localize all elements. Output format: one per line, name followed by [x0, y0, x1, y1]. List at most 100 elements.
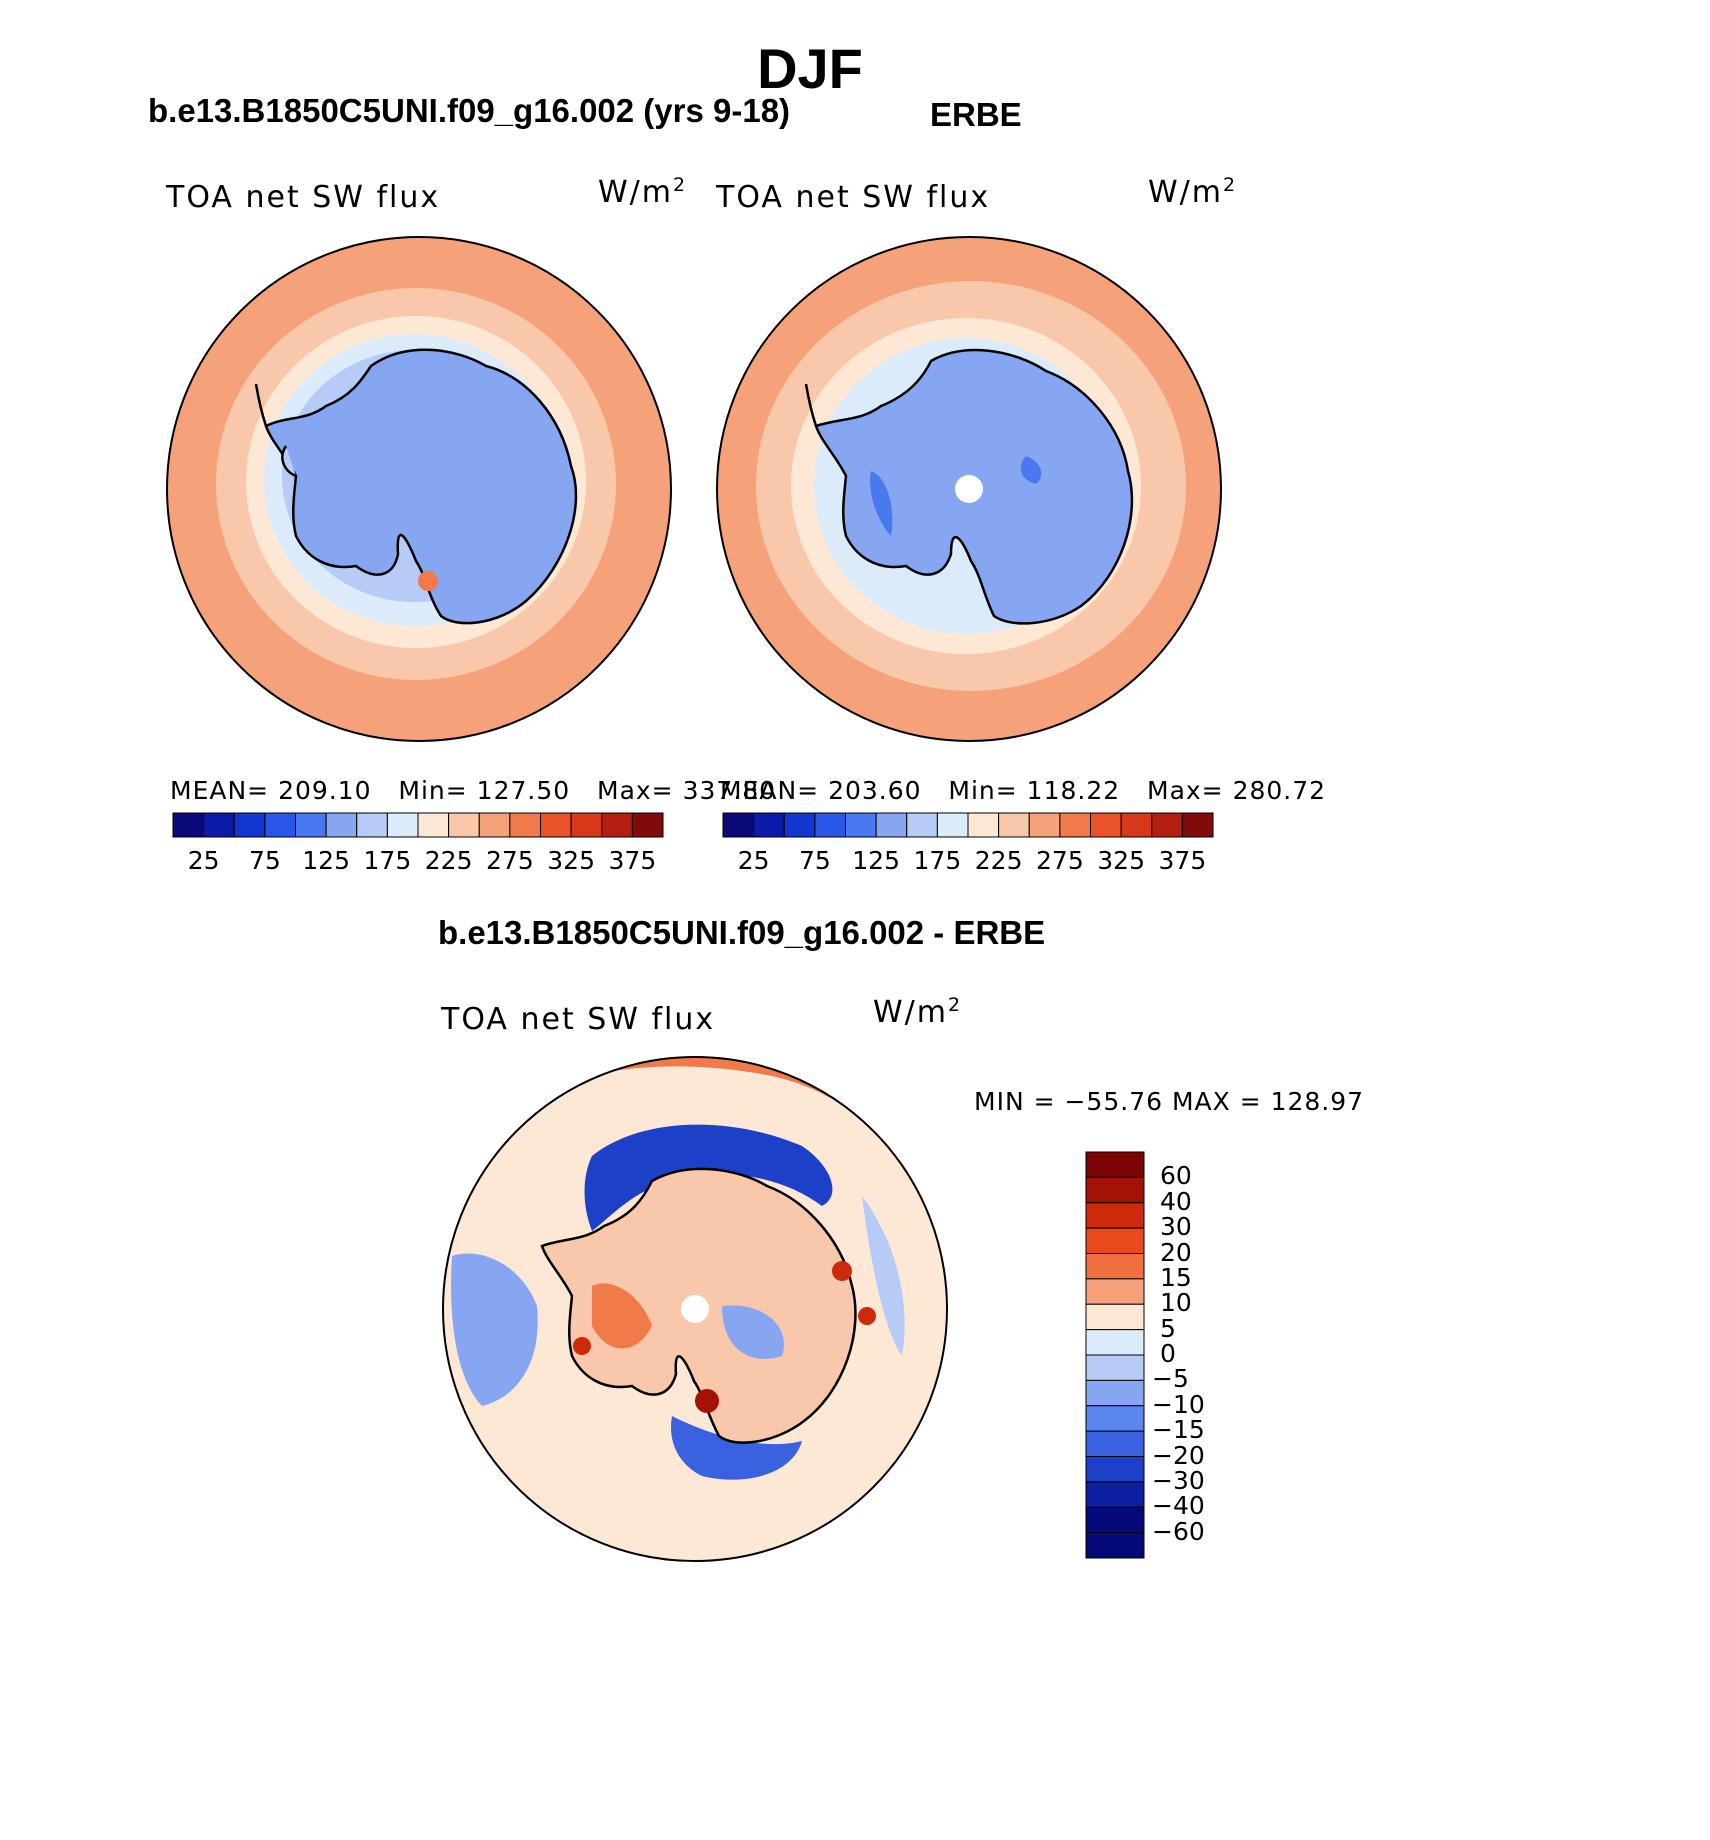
model-colorbar-swatch [233, 812, 266, 838]
diff-colorbar-tick-label: −15 [1152, 1415, 1205, 1445]
diff-cool-east [862, 1196, 905, 1356]
obs-colorbar-tick-label: 225 [974, 846, 1023, 875]
diff-colorbar-swatch [1085, 1151, 1145, 1178]
diff-colorbar-tick-label: −5 [1152, 1364, 1189, 1394]
diff-colorbar-swatch [1085, 1481, 1145, 1508]
diff-colorbar-tick-label: −10 [1152, 1389, 1205, 1419]
diff-colorbar-tick-label: 60 [1160, 1161, 1192, 1191]
model-colorbar-tick-label: 225 [424, 846, 473, 875]
obs-colorbar-tick-label: 125 [852, 846, 900, 875]
model-colorbar-tick-label: 125 [302, 846, 350, 875]
obs-pole-hole [955, 475, 983, 503]
model-colorbar-swatch [172, 812, 205, 838]
obs-case-title: ERBE [930, 96, 1022, 133]
model-colorbar-tick-label: 175 [363, 846, 412, 875]
figure-title: DJF [757, 37, 863, 100]
diff-hotspot-1 [695, 1389, 719, 1413]
obs-colorbar-swatch [814, 812, 846, 838]
diff-colorbar-tick-label: −40 [1152, 1491, 1205, 1521]
obs-colorbar-ticks: 25 75 125 175 225 275 325 375 [723, 846, 1213, 876]
diff-colorbar-tick-label: 15 [1160, 1262, 1192, 1292]
obs-colorbar-swatch [967, 812, 1000, 838]
diff-cool-ring-2 [671, 1416, 802, 1480]
obs-colorbar-swatch [875, 812, 908, 838]
obs-dark-patch-2 [1020, 456, 1042, 484]
model-stats: MEAN= 209.10 Min= 127.50 Max= 337.80 [170, 776, 777, 805]
obs-colorbar-swatch [936, 812, 969, 838]
obs-colorbar-swatch [998, 812, 1030, 838]
obs-stats: MEAN= 203.60 Min= 118.22 Max= 280.72 [720, 776, 1327, 805]
model-colorbar-swatch [264, 812, 296, 838]
diff-colorbar-tick-label: −30 [1152, 1465, 1205, 1495]
diff-minmax: MIN = −55.76 MAX = 128.97 [974, 1087, 1365, 1116]
diff-variable-label: TOA net SW flux [441, 1002, 716, 1037]
model-colorbar-swatch [325, 812, 358, 838]
model-case-title: b.e13.B1850C5UNI.f09_g16.002 (yrs 9-18) [148, 92, 791, 129]
diff-colorbar-swatch [1085, 1202, 1145, 1229]
diff-polar-map [442, 1056, 948, 1562]
model-colorbar [172, 812, 664, 838]
model-colorbar-tick-label: 325 [547, 846, 595, 875]
obs-colorbar-swatch [1059, 812, 1091, 838]
diff-colorbar-swatch [1085, 1405, 1145, 1432]
model-colorbar-tick-label: 75 [248, 846, 281, 875]
model-colorbar-swatch [509, 812, 541, 838]
model-ocean-patch [418, 571, 438, 591]
obs-colorbar-swatch [1151, 812, 1183, 838]
diff-colorbar-swatch [1085, 1278, 1145, 1305]
diff-colorbar-tick-label: −60 [1152, 1516, 1205, 1546]
diff-colorbar-tick-label: 30 [1160, 1212, 1192, 1242]
model-polar-map [166, 236, 672, 742]
obs-peninsula [804, 383, 818, 427]
obs-colorbar-swatch [1181, 812, 1214, 838]
diff-colorbar-tick-label: −20 [1152, 1440, 1205, 1470]
diff-colorbar-swatch [1085, 1303, 1145, 1331]
model-colorbar-swatch [295, 812, 327, 838]
obs-colorbar-swatch [722, 812, 755, 838]
model-colorbar-tick-label: 275 [486, 846, 534, 875]
obs-colorbar-tick-label: 175 [913, 846, 962, 875]
diff-pole-hole [681, 1295, 709, 1323]
model-colorbar-swatch [203, 812, 235, 838]
diff-colorbar-swatch [1085, 1379, 1145, 1407]
diff-colorbar-swatch [1085, 1329, 1145, 1356]
diff-colorbar-swatch [1085, 1506, 1145, 1534]
diff-colorbar-swatch [1085, 1430, 1145, 1457]
diff-colorbar-swatch [1085, 1456, 1145, 1483]
diff-interior-warm [592, 1283, 652, 1349]
diff-colorbar-tick-label: 40 [1160, 1186, 1192, 1216]
obs-colorbar-swatch [1120, 812, 1153, 838]
diff-colorbar-ticks: 60 40 30 20 15 10 5 0 −5 −10 −15 −20 −30 −40 −60 [1152, 1152, 1242, 1558]
model-colorbar-swatch [631, 812, 664, 838]
model-colorbar-swatch [478, 812, 511, 838]
diff-colorbar-tick-label: 5 [1160, 1313, 1176, 1343]
model-variable-label: TOA net SW flux [166, 180, 441, 215]
obs-units: W/m2 [1148, 174, 1238, 210]
diff-colorbar-tick-label: 0 [1160, 1339, 1176, 1368]
obs-colorbar-tick-label: 75 [798, 846, 831, 875]
diff-cool-west [451, 1253, 538, 1406]
diff-colorbar-swatch [1085, 1253, 1145, 1280]
model-colorbar-tick-label: 25 [187, 846, 220, 875]
diff-cool-ring [584, 1124, 833, 1231]
model-colorbar-swatch [570, 812, 603, 838]
diff-colorbar-swatch [1085, 1176, 1145, 1204]
diff-colorbar-swatch [1085, 1532, 1145, 1559]
diff-hotspot-3 [858, 1307, 876, 1325]
obs-dark-patch [870, 471, 893, 536]
model-peninsula [254, 383, 297, 478]
model-colorbar-swatch [417, 812, 450, 838]
diff-case-title: b.e13.B1850C5UNI.f09_g16.002 - ERBE [438, 914, 1046, 951]
model-colorbar-tick-label: 375 [608, 846, 657, 875]
model-colorbar-ticks: 25 75 125 175 225 275 325 375 [173, 846, 663, 876]
model-units: W/m2 [598, 174, 688, 210]
model-colorbar-swatch [540, 812, 572, 838]
diff-colorbar-tick-label: 10 [1160, 1288, 1192, 1318]
obs-polar-map [716, 236, 1222, 742]
model-colorbar-swatch [386, 812, 419, 838]
diff-hotspot-4 [573, 1337, 591, 1355]
obs-colorbar-swatch [1090, 812, 1122, 838]
obs-colorbar-tick-label: 325 [1097, 846, 1145, 875]
model-colorbar-swatch [356, 812, 388, 838]
obs-colorbar-swatch [906, 812, 938, 838]
